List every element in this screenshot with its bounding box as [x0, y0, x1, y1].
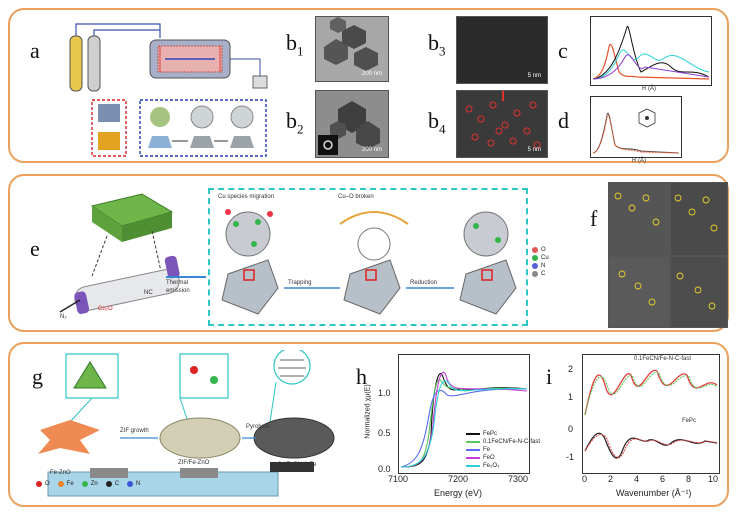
panel-label-a: a: [30, 38, 40, 63]
chart-c: [590, 16, 712, 86]
mechanism-illustration: [221, 209, 517, 315]
panel-label-f: f: [590, 206, 598, 231]
legend-g-o: O: [36, 480, 50, 488]
chart-i-xtick: 6: [660, 474, 666, 484]
haadf-image-b3: 5 nm: [456, 16, 548, 84]
chart-h-xtick: 7300: [508, 474, 529, 484]
panel-label-b2: b2: [286, 108, 304, 137]
chart-i-xtick: 0: [582, 474, 588, 484]
chart-i-ytick: 0: [568, 424, 574, 434]
legend-h-fe2o3: Fe₂O₃: [466, 462, 540, 470]
chart-i-xtick: 4: [634, 474, 640, 484]
haadf-image-f4: [670, 256, 728, 328]
panel-label-h: h: [356, 364, 367, 389]
chart-h-ytick: 1.0: [378, 388, 391, 398]
chart-h-xtick: 7200: [448, 474, 469, 484]
legend-cu: Cu: [532, 254, 552, 262]
tem-image-b2: 200 nm: [315, 90, 389, 158]
label-zif-fe-zno: ZIF/Fe-ZnO: [178, 460, 210, 466]
legend-h-fepc: FePc: [466, 430, 540, 438]
label-thermal: Thermal: [166, 280, 189, 286]
label-nc: NC: [144, 290, 153, 296]
chart-h-ylabel: Normalized χμ(E): [364, 384, 372, 439]
panel-label-d: d: [558, 108, 569, 133]
label-trapping: Trapping: [288, 280, 312, 286]
chart-i-xtick: 10: [708, 474, 719, 484]
label-cu-o-broken: Cu–O broken: [338, 194, 374, 200]
scale-bar-b4: 5 nm: [527, 147, 541, 153]
panel-label-g: g: [32, 364, 43, 389]
chart-i-ytick: -1: [566, 452, 575, 462]
label-reduction: Reduction: [410, 280, 438, 286]
chart-c-xlabel: R (Å): [642, 86, 656, 92]
haadf-image-f1: [608, 182, 670, 256]
scale-bar-b3: 5 nm: [527, 73, 541, 79]
legend-g-c: C: [105, 480, 119, 488]
label-pyrolysis: Pyrolysis: [246, 424, 271, 430]
figure-row-1: a b1 200 nm b2: [8, 8, 729, 164]
legend-g-fe: Fe: [57, 480, 74, 488]
haadf-image-f3: [608, 256, 670, 328]
label-fe-zno: Fe-ZnO: [50, 470, 71, 476]
chart-i-ytick: 2: [568, 364, 574, 374]
figure-row-3: g Fe-ZnO ZIF growth ZIF/Fe-ZnO Pyrolysis…: [8, 342, 729, 507]
panel-label-e: e: [30, 236, 40, 261]
haadf-image-b4: 5 nm: [456, 90, 548, 158]
legend-g-zn: Zn: [81, 480, 98, 488]
g-element-legend: O Fe Zn C N: [36, 480, 140, 488]
legend-h-feo: FeO: [466, 454, 540, 462]
chart-i-label-top: 0.1FeCN/Fe-N-C-fast: [634, 356, 692, 362]
chart-d-xlabel: R (Å): [632, 158, 646, 164]
legend-h-sample: 0.1FeCN/Fe-N-C-fast: [466, 438, 540, 446]
legend-c: C: [532, 270, 552, 278]
label-cu-migration: Cu species migration: [218, 194, 275, 200]
panel-label-b1: b1: [286, 30, 304, 59]
chart-d: [590, 96, 682, 158]
label-product: 0.1FeCN-1-Fe: [278, 462, 317, 468]
chart-h: [398, 354, 530, 474]
panel-label-c-text: c: [558, 38, 568, 63]
single-atom-circles: [614, 192, 718, 310]
chart-h-legend: FePc 0.1FeCN/Fe-N-C-fast Fe FeO Fe₂O₃: [466, 430, 540, 470]
mechanism-box: Cu species migration Cu–O broken Trappin…: [208, 188, 528, 326]
arrow-thermal: [166, 276, 206, 278]
chart-i-xtick: 8: [686, 474, 692, 484]
scale-bar-b2: 200 nm: [361, 147, 382, 153]
panel-label-i: i: [546, 364, 553, 389]
tem-image-b1: 200 nm: [315, 16, 389, 82]
chart-h-ytick: 0.0: [378, 464, 391, 474]
legend-n: N: [532, 262, 552, 270]
label-cu2o: Cu₂O: [98, 306, 113, 312]
figure-row-2: e N₂ Cu₂O NC Thermal emission Cu species…: [8, 174, 729, 332]
chart-i-xlabel: Wavenumber (Å⁻¹): [616, 488, 692, 498]
chart-i-ytick: 1: [568, 392, 574, 402]
label-emission: emission: [166, 288, 190, 294]
scale-bar-b1: 200 nm: [361, 71, 382, 77]
legend-g-n: N: [127, 480, 140, 488]
panel-label-b3: b3: [428, 30, 446, 59]
chart-h-xtick: 7100: [388, 474, 409, 484]
haadf-image-f2: [670, 182, 728, 256]
chart-h-xlabel: Energy (eV): [434, 488, 483, 498]
atom-legend: O Cu N C: [532, 246, 552, 278]
thermal-emission-diagram: [59, 193, 180, 314]
chart-h-ytick: 0.5: [378, 428, 391, 438]
chart-i: [582, 354, 720, 474]
legend-o: O: [532, 246, 552, 254]
label-n2: N₂: [60, 314, 67, 320]
synthesis-setup-diagram: [69, 23, 268, 157]
panel-label-b4: b4: [428, 108, 446, 137]
chart-i-label-bottom: FePc: [682, 418, 697, 424]
label-zif-growth: ZIF growth: [120, 428, 149, 434]
legend-h-fe: Fe: [466, 446, 540, 454]
chart-i-xtick: 2: [608, 474, 614, 484]
